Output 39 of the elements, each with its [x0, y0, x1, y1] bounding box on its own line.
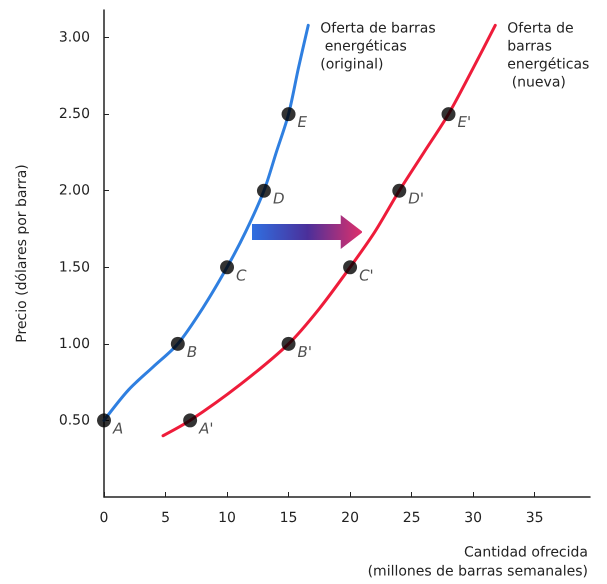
x-tick-label: 35	[526, 510, 544, 526]
y-axis-title: Precio (dólares por barra)	[14, 164, 30, 343]
point	[343, 260, 358, 274]
x-axis-title: Cantidad ofrecida (millones de barras semanales)	[368, 544, 588, 580]
annotation: C	[236, 266, 248, 284]
annotation: C'	[359, 266, 374, 284]
point	[183, 413, 198, 428]
annotation: B	[186, 342, 198, 361]
y-tick-label: 0.50	[58, 412, 90, 428]
annotation: D'	[408, 190, 424, 208]
annotation: E'	[458, 113, 472, 132]
y-tick-label: 3.00	[58, 30, 90, 46]
line-series	[162, 24, 497, 438]
point	[170, 336, 185, 351]
y-tick-label: 1.00	[58, 336, 90, 352]
point	[220, 260, 234, 274]
y-tick-label: 1.50	[58, 259, 90, 276]
annotation: B'	[298, 342, 312, 361]
annotation: A	[112, 419, 124, 438]
point	[97, 413, 111, 428]
x-tick-label: 30	[464, 510, 482, 526]
annotation: D	[272, 190, 285, 208]
x-tick-label: 5	[161, 510, 170, 526]
annotation: A'	[198, 419, 214, 438]
point	[256, 184, 271, 198]
x-tick-label: 25	[402, 510, 421, 526]
series-label: Oferta de barras energéticas (nueva)	[507, 20, 590, 90]
y-tick-label: 2.50	[58, 106, 90, 122]
y-tick-label: 2.00	[58, 182, 90, 199]
point	[282, 107, 296, 122]
annotation: E	[298, 113, 308, 132]
point	[392, 184, 406, 198]
x-tick-label: 10	[218, 510, 236, 526]
x-tick-label: 20	[341, 510, 359, 526]
point	[442, 107, 456, 122]
x-tick-label: 15	[280, 510, 298, 526]
point	[282, 336, 296, 351]
x-tick-label: 0	[100, 510, 108, 526]
series-label: Oferta de barras energéticas (original)	[320, 20, 436, 72]
